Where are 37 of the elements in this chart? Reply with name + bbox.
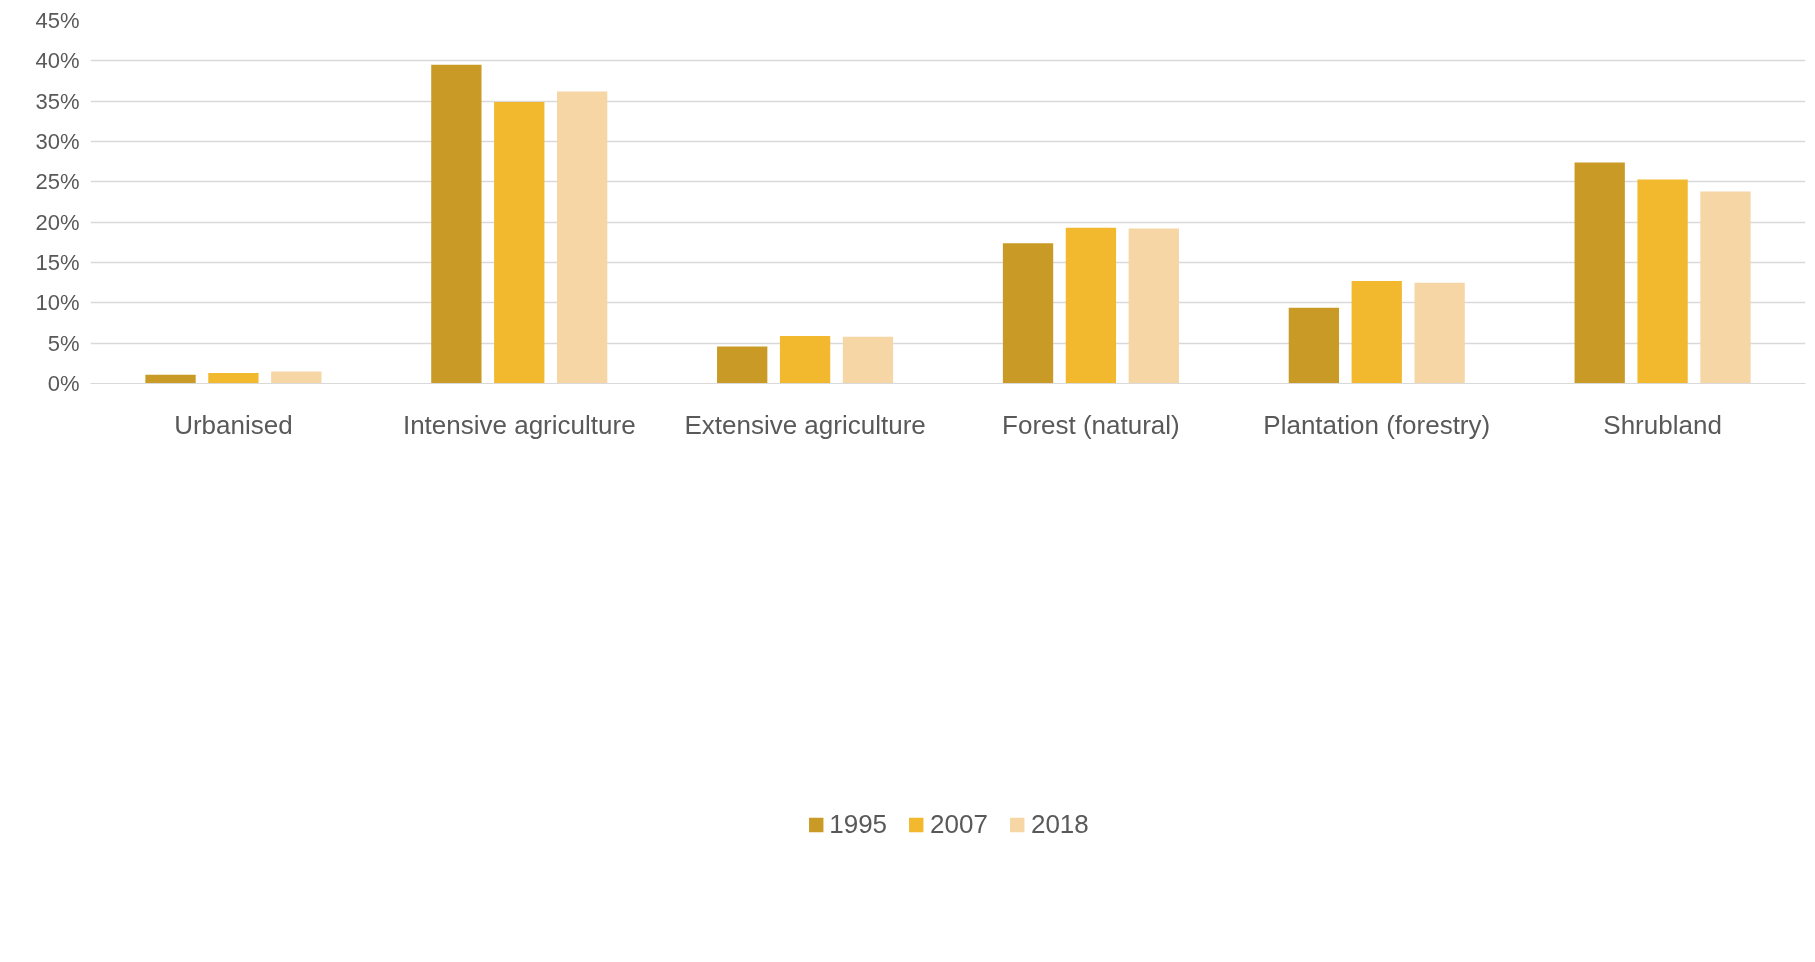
bar: [1128, 228, 1179, 384]
legend-label: 2007: [930, 808, 988, 840]
bar: [1414, 282, 1465, 384]
legend-label: 2018: [1030, 808, 1089, 840]
bar: [717, 346, 768, 384]
y-tick-label: 45%: [35, 8, 80, 33]
y-tick-label: 35%: [35, 88, 80, 114]
bar: [145, 374, 196, 384]
x-tick-label: Shrubland: [1603, 409, 1722, 440]
x-tick-label: Forest (natural): [1002, 409, 1180, 440]
bar: [1574, 162, 1625, 384]
bar: [1002, 243, 1054, 384]
y-tick-label: 0%: [47, 371, 80, 396]
bar: [1351, 281, 1402, 384]
bar: [431, 64, 482, 384]
bar: [779, 335, 831, 384]
bar: [1065, 227, 1117, 384]
y-tick-label: 20%: [35, 209, 80, 235]
x-tick-label: Extensive agriculture: [684, 409, 926, 440]
x-tick-label: Urbanised: [174, 409, 293, 440]
bar: [208, 373, 259, 384]
y-tick-label: 10%: [35, 290, 80, 316]
y-tick-label: 15%: [35, 250, 80, 275]
x-tick-label: Plantation (forestry): [1263, 409, 1491, 440]
bar: [494, 101, 545, 384]
bar: [556, 91, 608, 384]
y-tick-label: 40%: [35, 48, 80, 74]
y-tick-label: 25%: [35, 169, 80, 195]
bar: [271, 371, 322, 384]
bar: [1700, 191, 1751, 384]
legend-label: 1995: [829, 808, 888, 840]
y-tick-label: 5%: [47, 330, 80, 356]
bar: [842, 336, 894, 384]
bar: [1637, 179, 1688, 384]
bar: [1288, 307, 1340, 384]
y-tick-label: 30%: [35, 129, 80, 154]
x-tick-label: Intensive agriculture: [402, 409, 636, 440]
